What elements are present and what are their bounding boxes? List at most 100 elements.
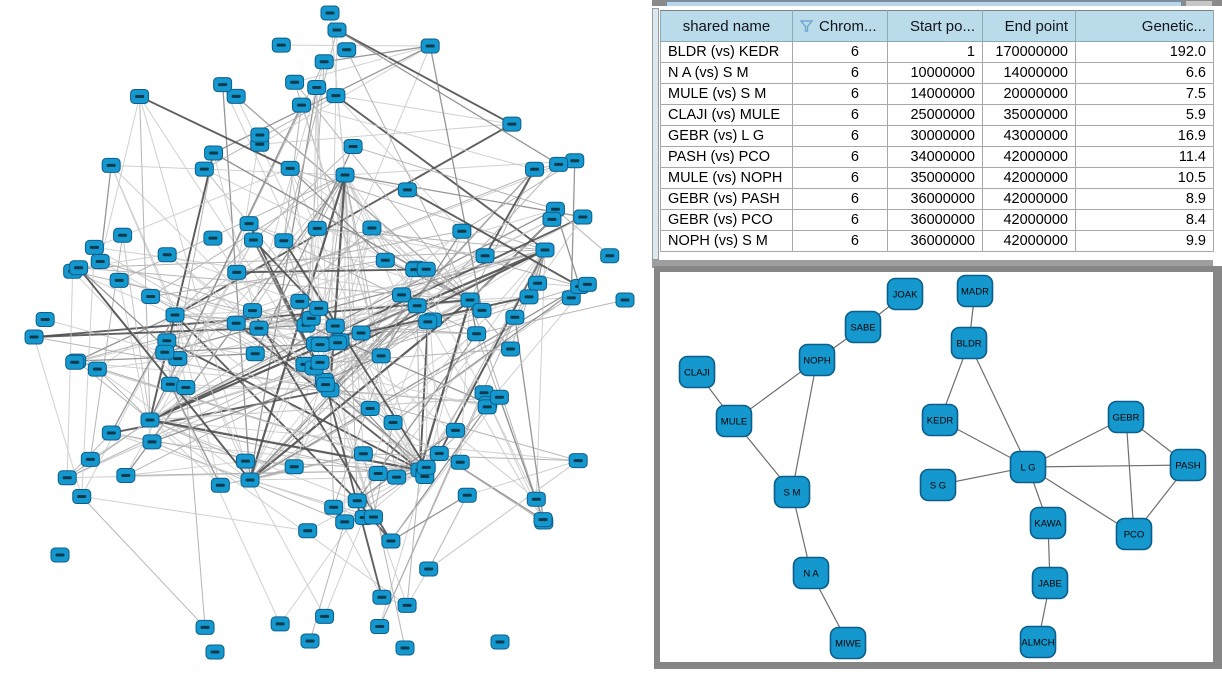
table-cell[interactable]: 10.5 — [1076, 168, 1214, 189]
column-header-genetic[interactable]: Genetic... — [1076, 11, 1214, 42]
graph-node[interactable] — [240, 217, 258, 231]
graph-node[interactable] — [272, 38, 290, 52]
graph-node[interactable] — [408, 299, 426, 313]
network-overview-svg[interactable] — [0, 0, 652, 669]
table-cell[interactable]: 42000000 — [983, 147, 1076, 168]
graph-node[interactable] — [458, 488, 476, 502]
graph-node[interactable] — [214, 78, 232, 92]
graph-node[interactable] — [344, 139, 362, 153]
graph-edge[interactable] — [969, 343, 1028, 467]
graph-node[interactable] — [371, 620, 389, 634]
graph-node[interactable] — [177, 380, 195, 394]
network-overview-panel[interactable] — [0, 0, 652, 669]
column-header-end-point[interactable]: End point — [983, 11, 1076, 42]
graph-node[interactable] — [529, 276, 547, 290]
graph-node[interactable] — [364, 510, 382, 524]
table-cell[interactable]: 14000000 — [983, 63, 1076, 84]
graph-node[interactable] — [601, 249, 619, 263]
graph-node[interactable] — [301, 634, 319, 648]
table-cell[interactable]: 6 — [793, 147, 888, 168]
graph-node[interactable] — [85, 240, 103, 254]
table-cell[interactable]: 6 — [793, 231, 888, 252]
table-cell[interactable]: MULE (vs) S M — [661, 84, 793, 105]
table-cell[interactable]: 36000000 — [888, 189, 983, 210]
graph-node[interactable] — [285, 460, 303, 474]
graph-node[interactable] — [196, 620, 214, 634]
table-cell[interactable]: 6.6 — [1076, 63, 1214, 84]
table-cell[interactable]: 42000000 — [983, 231, 1076, 252]
graph-node[interactable] — [502, 342, 520, 356]
table-cell[interactable]: 43000000 — [983, 126, 1076, 147]
graph-node[interactable] — [363, 221, 381, 235]
table-cell[interactable]: CLAJI (vs) MULE — [661, 105, 793, 126]
graph-node[interactable] — [110, 273, 128, 287]
graph-node[interactable] — [195, 162, 213, 176]
graph-node[interactable] — [211, 478, 229, 492]
graph-node[interactable] — [361, 401, 379, 415]
graph-node[interactable] — [131, 89, 149, 103]
graph-node-kedr[interactable]: KEDR — [923, 405, 958, 436]
graph-node[interactable] — [246, 347, 264, 361]
table-cell[interactable]: GEBR (vs) PCO — [661, 210, 793, 231]
graph-node[interactable] — [328, 23, 346, 37]
graph-node-joak[interactable]: JOAK — [888, 279, 923, 310]
graph-node[interactable] — [158, 248, 176, 262]
table-cell[interactable]: 20000000 — [983, 84, 1076, 105]
graph-node[interactable] — [417, 460, 435, 474]
graph-node[interactable] — [102, 158, 120, 172]
graph-node[interactable] — [251, 128, 269, 142]
graph-node[interactable] — [398, 598, 416, 612]
graph-node[interactable] — [376, 253, 394, 267]
column-header-chromosome[interactable]: Chrom... — [793, 11, 888, 42]
graph-node[interactable] — [310, 301, 328, 315]
table-cell[interactable]: 16.9 — [1076, 126, 1214, 147]
graph-node[interactable] — [143, 435, 161, 449]
table-cell[interactable]: 30000000 — [888, 126, 983, 147]
table-cell[interactable]: 14000000 — [888, 84, 983, 105]
graph-node[interactable] — [526, 162, 544, 176]
table-cell[interactable]: 6 — [793, 210, 888, 231]
graph-node[interactable] — [36, 312, 54, 326]
graph-node[interactable] — [141, 413, 159, 427]
graph-node[interactable] — [70, 261, 88, 275]
graph-node[interactable] — [419, 315, 437, 329]
column-header-start-position[interactable]: Start po... — [888, 11, 983, 42]
graph-node[interactable] — [88, 362, 106, 376]
table-cell[interactable]: GEBR (vs) PASH — [661, 189, 793, 210]
graph-node[interactable] — [311, 355, 329, 369]
graph-node[interactable] — [275, 234, 293, 248]
graph-node[interactable] — [491, 635, 509, 649]
graph-node[interactable] — [204, 231, 222, 245]
graph-node[interactable] — [453, 224, 471, 238]
graph-node[interactable] — [114, 228, 132, 242]
table-cell[interactable]: 6 — [793, 189, 888, 210]
graph-node[interactable] — [503, 117, 521, 131]
graph-node[interactable] — [543, 212, 561, 226]
graph-edge[interactable] — [1126, 417, 1134, 534]
graph-node[interactable] — [325, 500, 343, 514]
table-cell[interactable]: 35000000 — [983, 105, 1076, 126]
graph-node[interactable] — [506, 310, 524, 324]
graph-node-pash[interactable]: PASH — [1171, 450, 1206, 481]
graph-node[interactable] — [293, 98, 311, 112]
graph-node[interactable] — [317, 378, 335, 392]
graph-node[interactable] — [73, 490, 91, 504]
table-cell[interactable]: NOPH (vs) S M — [661, 231, 793, 252]
graph-node[interactable] — [286, 75, 304, 89]
graph-node[interactable] — [396, 641, 414, 655]
graph-node[interactable] — [476, 249, 494, 263]
graph-node[interactable] — [398, 183, 416, 197]
table-cell[interactable]: 9.9 — [1076, 231, 1214, 252]
table-cell[interactable]: GEBR (vs) L G — [661, 126, 793, 147]
graph-edge[interactable] — [1028, 465, 1188, 467]
table-cell[interactable]: N A (vs) S M — [661, 63, 793, 84]
graph-node[interactable] — [291, 294, 309, 308]
graph-node[interactable] — [369, 467, 387, 481]
graph-node[interactable] — [244, 233, 262, 247]
graph-node[interactable] — [348, 494, 366, 508]
graph-node[interactable] — [520, 290, 538, 304]
graph-node[interactable] — [66, 355, 84, 369]
